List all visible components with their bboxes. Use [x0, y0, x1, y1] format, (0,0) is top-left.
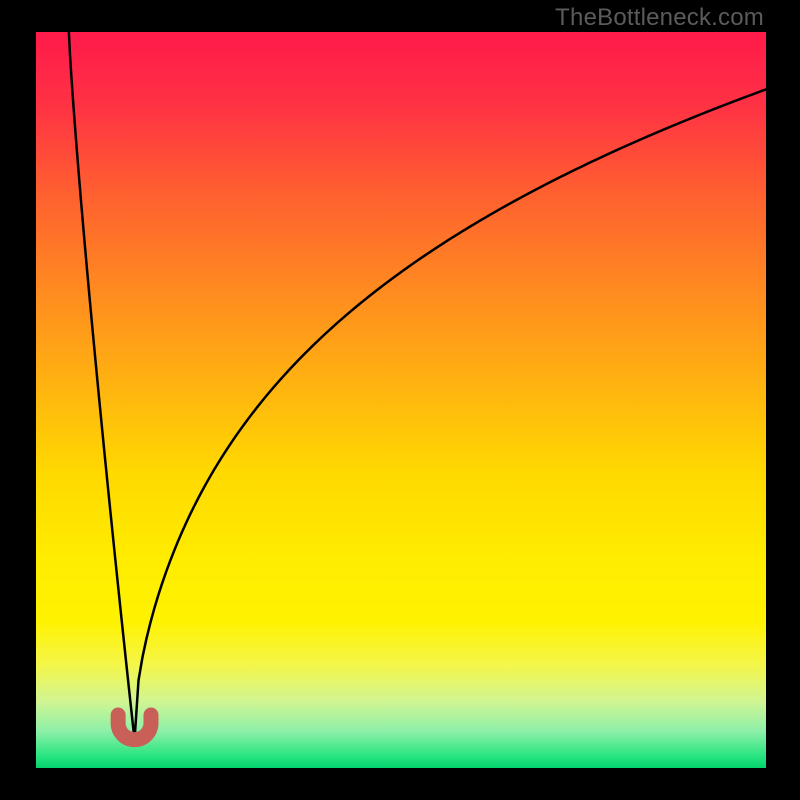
watermark-text: TheBottleneck.com [555, 4, 764, 32]
bottleneck-curve-chart [36, 32, 766, 768]
gradient-background [36, 32, 766, 768]
chart-frame: TheBottleneck.com [0, 0, 800, 800]
